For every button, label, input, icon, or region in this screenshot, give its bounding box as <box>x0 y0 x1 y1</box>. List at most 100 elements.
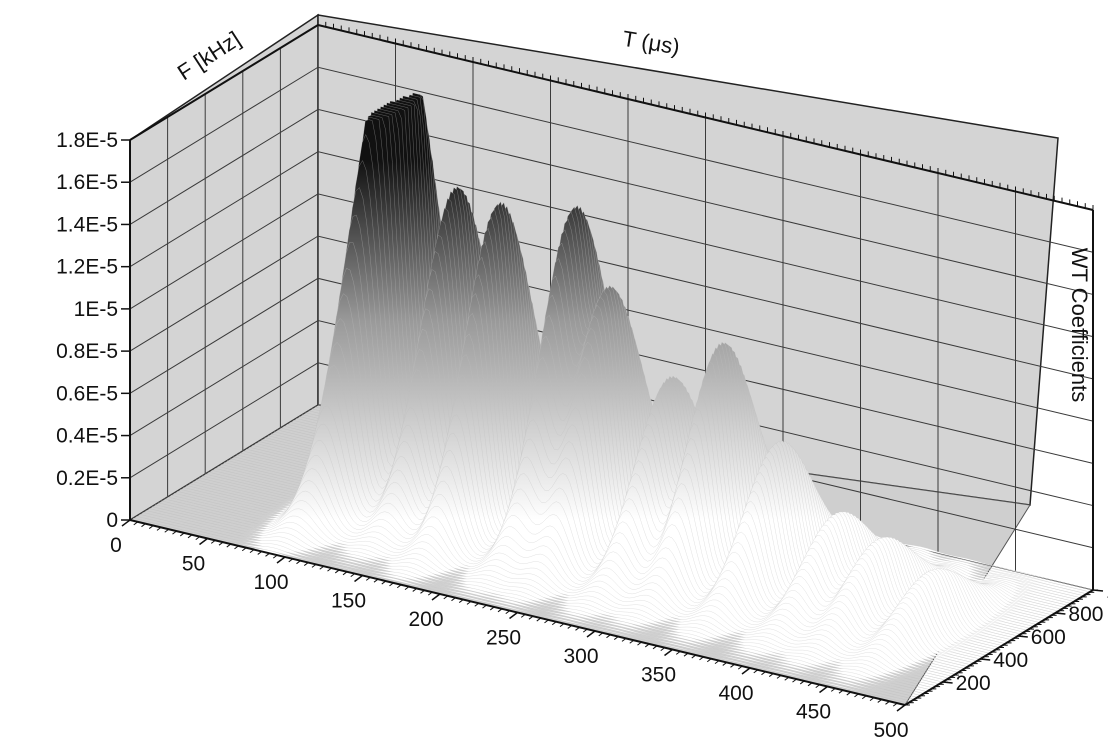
x-minor-tick <box>652 645 658 650</box>
x-minor-tick <box>412 588 418 592</box>
x-minor-tick <box>675 650 681 655</box>
surface-strip <box>164 490 940 685</box>
x-minor-tick <box>342 571 348 576</box>
x-minor-tick <box>303 562 309 566</box>
x-minor-tick <box>768 673 774 677</box>
x-minor-tick <box>575 626 580 631</box>
x-minor-tick <box>877 699 883 703</box>
x-minor-tick <box>489 606 495 611</box>
x-minor-tick <box>249 549 255 553</box>
x-minor-tick <box>497 608 503 613</box>
x-minor-tick <box>854 693 859 698</box>
y-tick-label: 200 <box>956 672 991 695</box>
x-minor-tick <box>148 525 154 529</box>
x-minor-tick <box>265 552 270 557</box>
x-minor-tick <box>435 593 441 598</box>
x-minor-tick <box>722 662 728 666</box>
x-minor-tick <box>745 667 751 672</box>
x-minor-tick <box>288 558 294 563</box>
x-minor-tick <box>156 527 162 531</box>
surface-strip <box>133 517 909 704</box>
z-tick-label: 1.2E-5 <box>56 256 118 279</box>
x-tick-label: 250 <box>486 627 521 650</box>
x-tick-label: 350 <box>641 664 676 687</box>
x-minor-tick <box>629 639 635 644</box>
x-minor-tick <box>660 647 666 652</box>
x-minor-tick <box>358 575 363 579</box>
x-minor-tick <box>172 530 177 535</box>
surface-strip <box>145 510 921 696</box>
x-minor-tick <box>234 545 239 550</box>
x-tick-label: 400 <box>718 682 753 705</box>
x-minor-tick <box>706 658 712 663</box>
x-minor-tick <box>311 564 317 568</box>
x-minor-tick <box>892 702 898 707</box>
x-minor-tick <box>195 536 201 541</box>
x-minor-tick <box>466 601 472 605</box>
z-tick-label: 1.6E-5 <box>56 171 118 194</box>
y-tick-label: 800 <box>1068 603 1103 626</box>
x-minor-tick <box>319 565 325 570</box>
x-minor-tick <box>280 556 286 561</box>
x-minor-tick <box>838 689 844 694</box>
x-minor-tick <box>699 656 704 661</box>
x-minor-tick <box>869 697 875 701</box>
z-tick-label: 0 <box>106 509 118 532</box>
x-minor-tick <box>536 617 542 622</box>
x-axis-title: T (μs) <box>621 26 682 60</box>
x-minor-tick <box>226 543 232 548</box>
x-tick-label: 150 <box>331 590 366 613</box>
x-minor-tick <box>443 595 449 600</box>
x-tick-label: 50 <box>182 553 205 576</box>
x-minor-tick <box>505 610 511 615</box>
z-axis-title: WT Coefficients <box>1067 248 1092 402</box>
x-minor-tick <box>683 652 689 657</box>
surface-strip <box>170 468 946 681</box>
x-minor-tick <box>203 538 208 542</box>
x-minor-tick <box>296 560 301 565</box>
x-tick-label: 0 <box>110 534 122 557</box>
x-minor-tick <box>544 619 549 624</box>
x-minor-tick <box>846 691 852 696</box>
x-minor-tick <box>133 521 139 526</box>
x-minor-tick <box>815 684 821 689</box>
top-left-edge <box>129 24 319 141</box>
x-tick-label: 200 <box>408 608 443 631</box>
x-minor-tick <box>644 643 650 648</box>
x-tick-label: 450 <box>796 701 831 724</box>
z-tick-label: 0.6E-5 <box>56 382 118 405</box>
x-minor-tick <box>218 541 224 546</box>
x-minor-tick <box>257 551 263 555</box>
x-minor-tick <box>513 612 518 616</box>
x-minor-tick <box>350 573 356 578</box>
surface-strip <box>136 516 912 702</box>
x-minor-tick <box>613 636 619 640</box>
x-minor-tick <box>458 599 464 603</box>
x-minor-tick <box>637 641 642 646</box>
x-minor-tick <box>404 586 410 590</box>
x-minor-tick <box>187 534 193 539</box>
x-minor-tick <box>210 539 216 544</box>
x-minor-tick <box>365 576 371 581</box>
z-tick-label: 0.4E-5 <box>56 425 118 448</box>
x-minor-tick <box>753 669 759 674</box>
z-tick-label: 0.8E-5 <box>56 340 118 363</box>
x-minor-tick <box>482 604 487 609</box>
x-minor-tick <box>606 634 611 639</box>
surface-strip <box>148 508 924 694</box>
z-tick-label: 1.4E-5 <box>56 213 118 236</box>
x-minor-tick <box>714 660 720 664</box>
x-minor-tick <box>861 695 867 700</box>
x-minor-tick <box>792 678 797 683</box>
surface-strip <box>151 506 927 692</box>
x-minor-tick <box>474 602 480 607</box>
x-minor-tick <box>799 680 805 685</box>
x-minor-tick <box>823 686 828 690</box>
y-tick-label: 1000 <box>1106 580 1108 603</box>
x-minor-tick <box>520 613 526 618</box>
x-minor-tick <box>381 580 387 585</box>
z-tick-label: 0.2E-5 <box>56 467 118 490</box>
x-minor-tick <box>668 649 673 653</box>
x-minor-tick <box>807 682 813 687</box>
